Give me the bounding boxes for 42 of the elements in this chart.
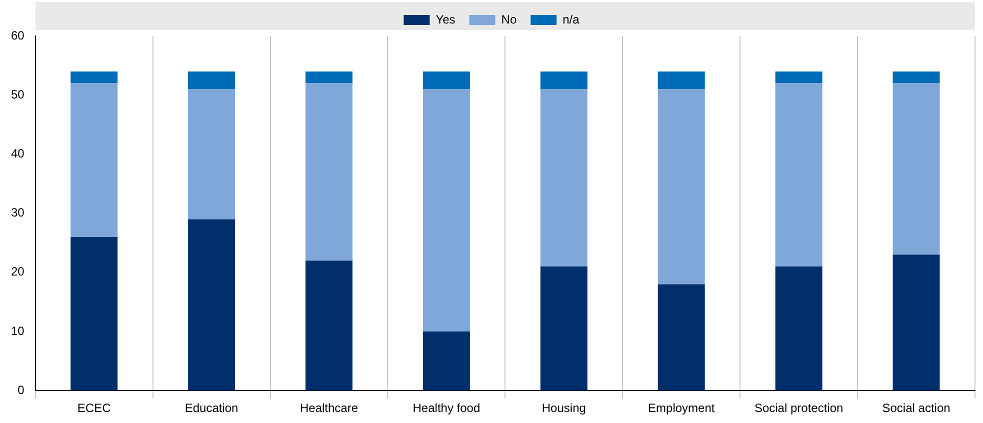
x-tick-label: Social protection [754,401,844,416]
bar [658,71,705,90]
bar [422,332,470,391]
bar [188,89,236,220]
bar [775,266,822,391]
x-tick-label: Employment [648,401,716,416]
bar [775,71,822,84]
bar [70,71,118,84]
legend-label: n/a [562,12,580,26]
bar [892,254,940,391]
y-tick-label: 20 [10,264,25,279]
y-tick-label: 50 [10,87,25,102]
bar [306,71,352,84]
y-tick-label: 60 [10,28,25,42]
legend-label: Yes [436,12,456,26]
bar [892,71,940,84]
y-tick-label: 10 [10,324,25,338]
x-tick-label: Education [184,401,238,416]
bar [188,219,236,391]
y-tick-label: 30 [10,206,25,220]
bar [658,89,705,284]
bar [188,71,236,90]
x-tick-label: ECEC [77,401,112,416]
bar [306,260,352,391]
bar [540,266,588,391]
y-tick-label: 40 [10,146,25,161]
x-tick-label: Housing [542,401,586,416]
bar [540,71,588,90]
x-tick-label: Social action [882,401,950,416]
bar [422,89,470,332]
bar [306,83,352,261]
bar [775,83,822,266]
x-tick-label: Healthcare [300,401,358,416]
bar [70,236,118,391]
bar [540,89,588,266]
bar [892,83,940,255]
bar [422,71,470,90]
legend-label: No [501,12,517,26]
bar [70,83,118,237]
x-tick-label: Healthy food [412,401,480,416]
bar [658,284,705,391]
y-tick-label: 0 [18,382,25,397]
